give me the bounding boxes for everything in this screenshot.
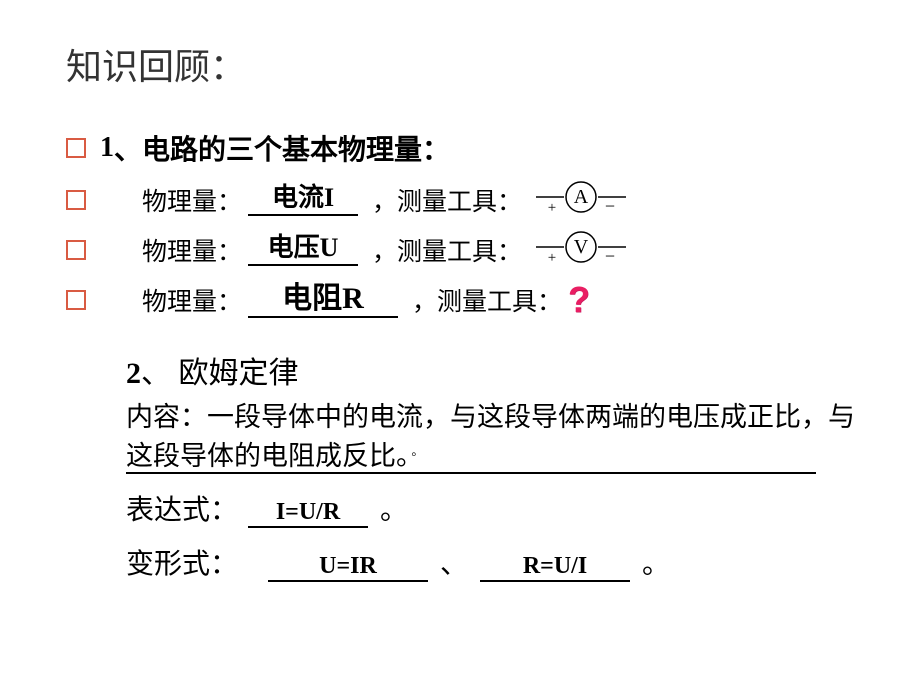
- svg-text:+: +: [548, 250, 556, 264]
- bullet-icon: [66, 138, 86, 158]
- section-1-header-text: 、电路的三个基本物理量：: [114, 128, 450, 168]
- quantity-fill-voltage: 电压U: [248, 234, 358, 266]
- expression-value: I=U/R: [248, 499, 368, 528]
- content-text: 一段导体中的电流，与这段导体两端的电压成正比，与这段导体的电阻成反比。: [126, 402, 855, 471]
- tool-label: ，测量工具：: [412, 282, 562, 318]
- quantity-row-current: 物理量： 电流I ，测量工具： A + −: [66, 178, 860, 222]
- svg-text:−: −: [605, 246, 615, 264]
- transform-value-2: R=U/I: [480, 553, 630, 582]
- transform-label: 变形式：: [126, 542, 238, 582]
- quantity-label: 物理量：: [142, 232, 242, 268]
- expression-row: 表达式： I=U/R 。: [126, 488, 860, 528]
- quantity-label: 物理量：: [142, 282, 242, 318]
- bullet-icon: [66, 290, 86, 310]
- content-label: 内容：: [126, 402, 207, 432]
- quantity-row-resistance: 物理量： 电阻R ，测量工具： ?: [66, 278, 860, 322]
- expression-label: 表达式：: [126, 488, 238, 528]
- section-1-header: 1 、电路的三个基本物理量：: [66, 128, 860, 168]
- quantity-fill-current: 电流I: [248, 184, 358, 216]
- law-content: 内容：一段导体中的电流，与这段导体两端的电压成正比，与这段导体的电阻成反比。。: [126, 398, 860, 474]
- svg-text:V: V: [574, 236, 589, 258]
- period: 。: [642, 542, 670, 582]
- question-mark-icon: ?: [568, 279, 590, 321]
- section-2-title-text: 、 欧姆定律: [141, 357, 299, 390]
- page-title: 知识回顾：: [66, 38, 860, 90]
- quantity-fill-resistance: 电阻R: [248, 282, 398, 318]
- quantity-row-voltage: 物理量： 电压U ，测量工具： V + −: [66, 228, 860, 272]
- separator: 、: [440, 542, 468, 582]
- svg-text:−: −: [605, 196, 615, 214]
- section-2: 2、 欧姆定律 内容：一段导体中的电流，与这段导体两端的电压成正比，与这段导体的…: [126, 348, 860, 582]
- svg-text:A: A: [574, 186, 589, 208]
- bullet-icon: [66, 240, 86, 260]
- transform-value-1: U=IR: [268, 553, 428, 582]
- tool-label: ，测量工具：: [372, 232, 522, 268]
- section-1-number: 1: [100, 132, 114, 164]
- section-2-number: 2: [126, 357, 141, 390]
- transform-row: 变形式： U=IR 、 R=U/I 。: [126, 542, 860, 582]
- period: 。: [380, 488, 408, 528]
- ammeter-icon: A + −: [536, 180, 626, 221]
- section-2-title: 2、 欧姆定律: [126, 348, 860, 392]
- svg-text:+: +: [548, 200, 556, 214]
- bullet-icon: [66, 190, 86, 210]
- voltmeter-icon: V + −: [536, 230, 626, 271]
- tool-label: ，测量工具：: [372, 182, 522, 218]
- quantity-label: 物理量：: [142, 182, 242, 218]
